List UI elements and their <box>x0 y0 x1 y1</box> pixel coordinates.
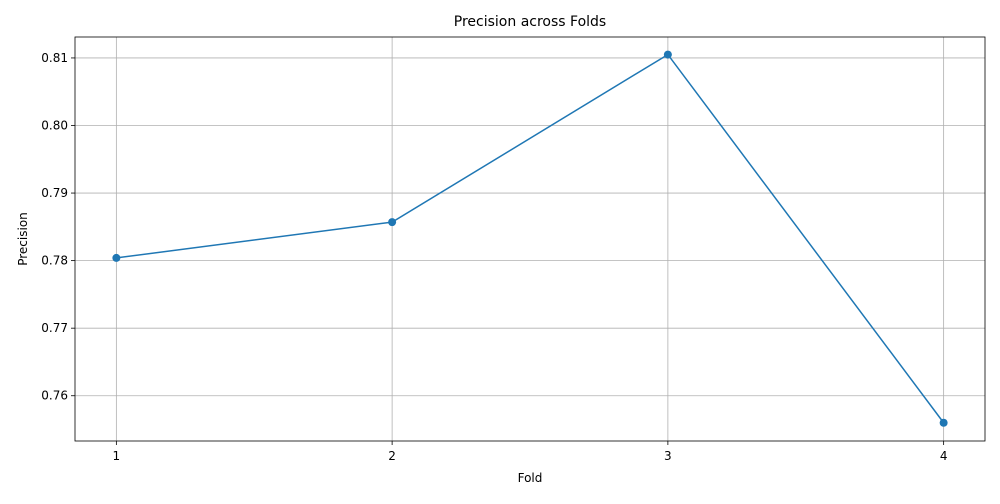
data-point <box>663 50 672 59</box>
y-tick-label: 0.76 <box>41 389 68 403</box>
plot-frame <box>74 36 986 442</box>
y-axis-label: Precision <box>16 212 30 266</box>
text-layer: Precision across Folds Fold Precision <box>16 14 606 485</box>
data-point <box>112 253 121 262</box>
data-point <box>388 218 397 227</box>
axis-layer: 1 2 3 4 0.76 0.77 0.78 0.79 0.80 0.81 <box>41 36 986 463</box>
y-tick-label: 0.81 <box>41 51 68 65</box>
x-tick-label: 4 <box>940 449 948 463</box>
x-tick-label: 3 <box>664 449 672 463</box>
x-axis-label: Fold <box>518 471 543 485</box>
series-layer <box>112 50 948 427</box>
x-tick-label: 2 <box>388 449 396 463</box>
grid-layer <box>75 37 985 441</box>
series-line <box>116 53 945 424</box>
y-tick-label: 0.78 <box>41 254 68 268</box>
x-tick-label: 1 <box>113 449 121 463</box>
chart-title: Precision across Folds <box>454 14 606 30</box>
data-point <box>939 418 948 427</box>
y-tick-label: 0.80 <box>41 119 68 133</box>
y-tick-label: 0.77 <box>41 321 68 335</box>
y-tick-label: 0.79 <box>41 186 68 200</box>
